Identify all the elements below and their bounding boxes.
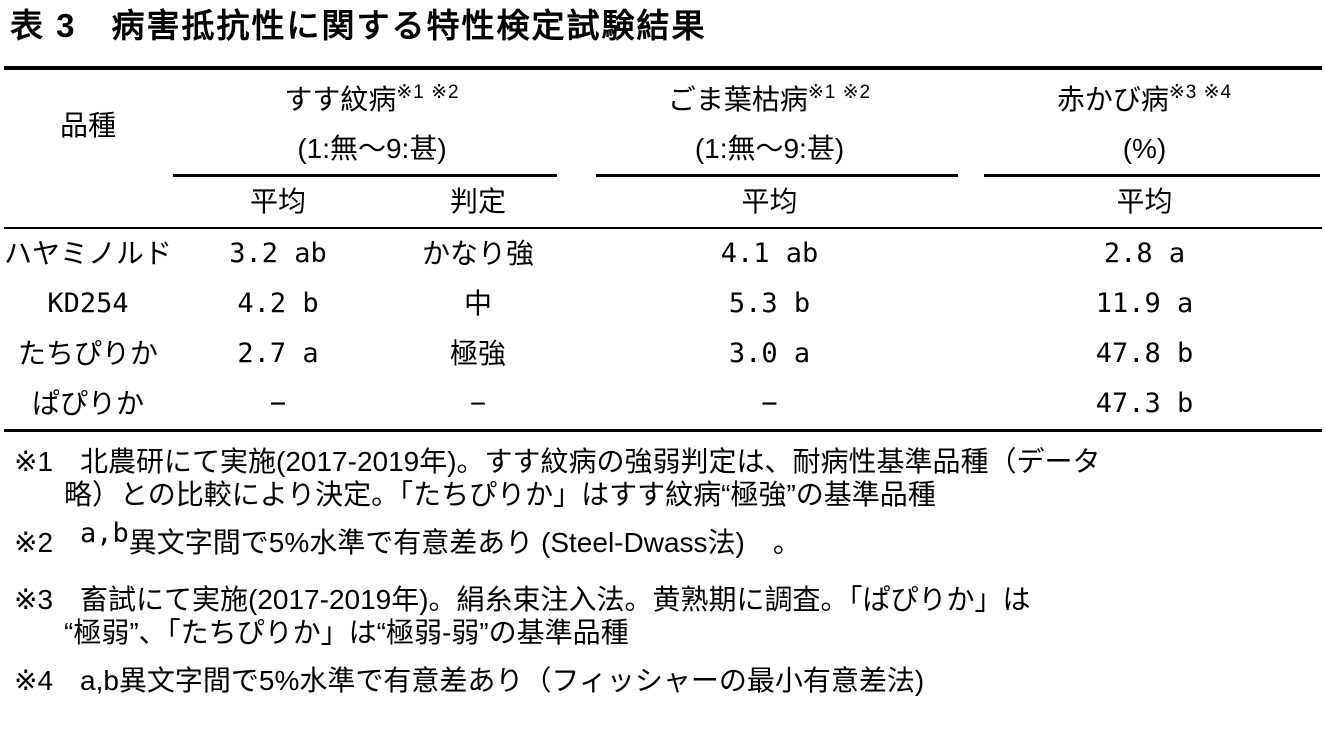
group-footnote-refs: ※1 ※2	[807, 82, 872, 103]
results-table: 品種 すす紋病※1 ※2 (1:無～9:甚) ごま葉枯病※1 ※2 (1:無～9…	[4, 66, 1322, 432]
footnote-line: ※2 a,b異文字間で5%水準で有意差あり (Steel-Dwass法) 。	[14, 518, 1322, 560]
group-rule-akakabi	[984, 174, 1320, 177]
goma-avg-value: 5.3 b	[728, 288, 811, 319]
footnote-line: “極弱”、「たちぴりか」は“極弱-弱”の基準品種	[64, 617, 629, 648]
footnote-marker: ※4	[14, 665, 54, 696]
susumon-avg-value: 4.2 b	[237, 288, 319, 319]
footnote-1: ※1 北農研にて実施(2017-2019年)。すす紋病の強弱判定は、耐病性基準品種…	[4, 445, 1322, 511]
variety-name: ハヤミノルド	[4, 238, 173, 269]
susumon-judge-value: 極強	[449, 338, 506, 369]
footnote-text: 異文字間で5%水準で有意差あり (Steel-Dwass法) 。	[128, 527, 801, 558]
akakabi-avg-value: 47.3 b	[1095, 388, 1194, 419]
susumon-avg-value: −	[269, 388, 287, 419]
column-header-variety: 品種	[59, 109, 116, 141]
header-body-divider	[4, 227, 1322, 229]
akakabi-avg-value: 2.8 a	[1103, 238, 1186, 269]
footnote-text: 北農研にて実施(2017-2019年)。すす紋病の強弱判定は、耐病性基準品種（デ…	[80, 446, 1101, 477]
footnote-line: ※3 畜試にて実施(2017-2019年)。絹糸束注入法。黄熟期に調査。「ぱぴりか…	[14, 583, 1322, 616]
group-scale-akakabi: (%)	[1122, 133, 1167, 164]
footnote-text: a,b異文字間で5%水準で有意差あり（フィッシャーの最小有意差法)	[80, 665, 925, 696]
susumon-avg-value: 3.2 ab	[229, 238, 327, 269]
subheader-goma-avg: 平均	[741, 186, 798, 217]
susumon-judge-value: かなり強	[421, 238, 534, 269]
table-subheader: 平均 判定 平均 平均	[4, 177, 1322, 227]
table-bottom-rule	[4, 429, 1322, 432]
group-rule-goma	[596, 174, 958, 177]
footnote-marker: ※1	[14, 446, 54, 477]
akakabi-avg-value: 47.8 b	[1095, 338, 1194, 369]
variety-name: たちぴりか	[17, 338, 158, 369]
footnote-2: ※2 a,b異文字間で5%水準で有意差あり (Steel-Dwass法) 。	[4, 518, 1322, 560]
table-row: たちぴりか 2.7 a 極強 3.0 a 47.8 b	[4, 329, 1322, 379]
group-footnote-refs: ※3 ※4	[1168, 82, 1233, 103]
footnote-line: ※4 a,b異文字間で5%水準で有意差あり（フィッシャーの最小有意差法)	[14, 664, 1322, 697]
footnote-3: ※3 畜試にて実施(2017-2019年)。絹糸束注入法。黄熟期に調査。「ぱぴりか…	[4, 583, 1322, 649]
subheader-susumon-judge: 判定	[449, 186, 506, 217]
susumon-avg-value: 2.7 a	[237, 338, 319, 369]
group-name-goma: ごま葉枯病※1 ※2	[572, 70, 967, 126]
column-group-goma: ごま葉枯病※1 ※2 (1:無～9:甚)	[572, 70, 967, 177]
table-header: 品種 すす紋病※1 ※2 (1:無～9:甚) ごま葉枯病※1 ※2 (1:無～9…	[4, 70, 1322, 177]
group-label: すす紋病	[284, 84, 397, 115]
variety-name: KD254	[47, 288, 129, 319]
footnote-4: ※4 a,b異文字間で5%水準で有意差あり（フィッシャーの最小有意差法)	[4, 664, 1322, 697]
group-name-susumon: すす紋病※1 ※2	[172, 70, 572, 126]
group-label: ごま葉枯病	[667, 84, 808, 115]
subheader-susumon-avg: 平均	[249, 186, 306, 217]
group-scale-goma: (1:無～9:甚)	[694, 133, 845, 164]
group-name-akakabi: 赤かび病※3 ※4	[967, 70, 1322, 126]
column-group-susumon: すす紋病※1 ※2 (1:無～9:甚)	[172, 70, 572, 177]
column-group-akakabi: 赤かび病※3 ※4 (%)	[967, 70, 1322, 177]
goma-avg-value: −	[761, 388, 778, 419]
group-label: 赤かび病	[1056, 84, 1169, 115]
group-scale-susumon: (1:無～9:甚)	[297, 133, 447, 164]
footnote-line: ※1 北農研にて実施(2017-2019年)。すす紋病の強弱判定は、耐病性基準品種…	[14, 445, 1322, 478]
table-row: ハヤミノルド 3.2 ab かなり強 4.1 ab 2.8 a	[4, 229, 1322, 279]
footnote-text: 畜試にて実施(2017-2019年)。絹糸束注入法。黄熟期に調査。「ぱぴりか」は	[80, 584, 1031, 615]
group-rule-susumon	[173, 174, 557, 177]
variety-name: ぱぴりか	[31, 388, 144, 419]
footnotes-section: ※1 北農研にて実施(2017-2019年)。すす紋病の強弱判定は、耐病性基準品種…	[4, 445, 1322, 697]
susumon-judge-value: 中	[463, 288, 492, 319]
footnote-line: 略）との比較により決定。「たちぴりか」はすす紋病“極強”の基準品種	[64, 479, 936, 510]
goma-avg-value: 4.1 ab	[720, 238, 819, 269]
table-row: KD254 4.2 b 中 5.3 b 11.9 a	[4, 279, 1322, 329]
subheader-akakabi-avg: 平均	[1116, 186, 1173, 217]
group-footnote-refs: ※1 ※2	[396, 82, 460, 103]
footnote-superscript: a,b	[80, 518, 129, 549]
footnote-marker: ※3	[14, 584, 54, 615]
akakabi-avg-value: 11.9 a	[1095, 288, 1194, 319]
goma-avg-value: 3.0 a	[728, 338, 811, 369]
table-title: 表 3 病害抵抗性に関する特性検定試験結果	[10, 7, 707, 44]
table-row: ぱぴりか − − − 47.3 b	[4, 379, 1322, 429]
susumon-judge-value: −	[469, 388, 487, 419]
footnote-marker: ※2	[14, 527, 54, 558]
